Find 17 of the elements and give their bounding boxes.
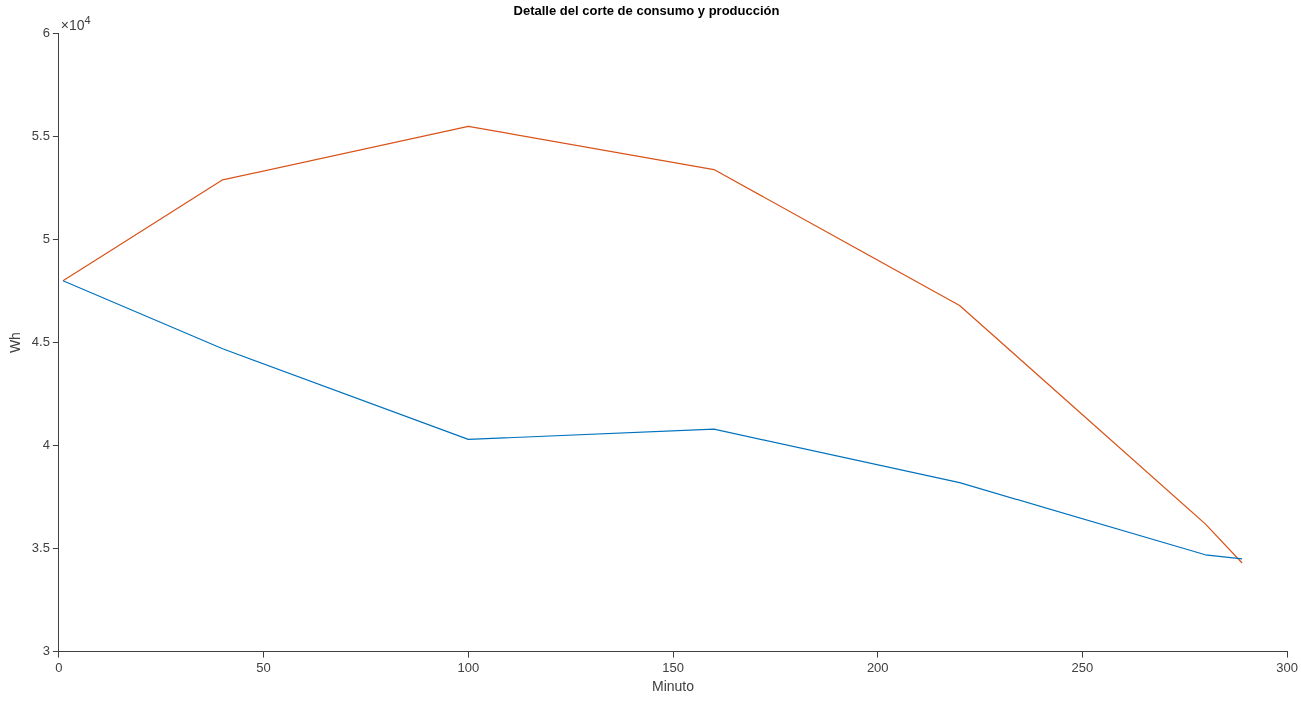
x-tick-label: 200	[866, 659, 889, 675]
x-axis-title: Minuto	[652, 678, 695, 695]
y-tick-label: 4.5	[31, 334, 50, 350]
x-tick-label: 250	[1071, 659, 1094, 675]
x-tick-label: 300	[1276, 659, 1299, 675]
x-tick-label: 100	[457, 659, 480, 675]
y-tick-label: 5	[42, 231, 50, 247]
y-tick-label: 3.5	[31, 540, 50, 556]
y-tick-label: 6	[42, 25, 50, 41]
y-tick-label: 4	[42, 437, 50, 453]
chart-title: Detalle del corte de consumo y producción	[513, 3, 780, 19]
x-tick-label: 150	[662, 659, 684, 675]
x-tick-label: 50	[256, 659, 271, 675]
y-tick-label: 5.5	[31, 128, 50, 144]
x-tick-label: 0	[55, 659, 63, 675]
y-tick-label: 3	[42, 643, 50, 659]
y-axis-title: Wh	[7, 332, 24, 354]
